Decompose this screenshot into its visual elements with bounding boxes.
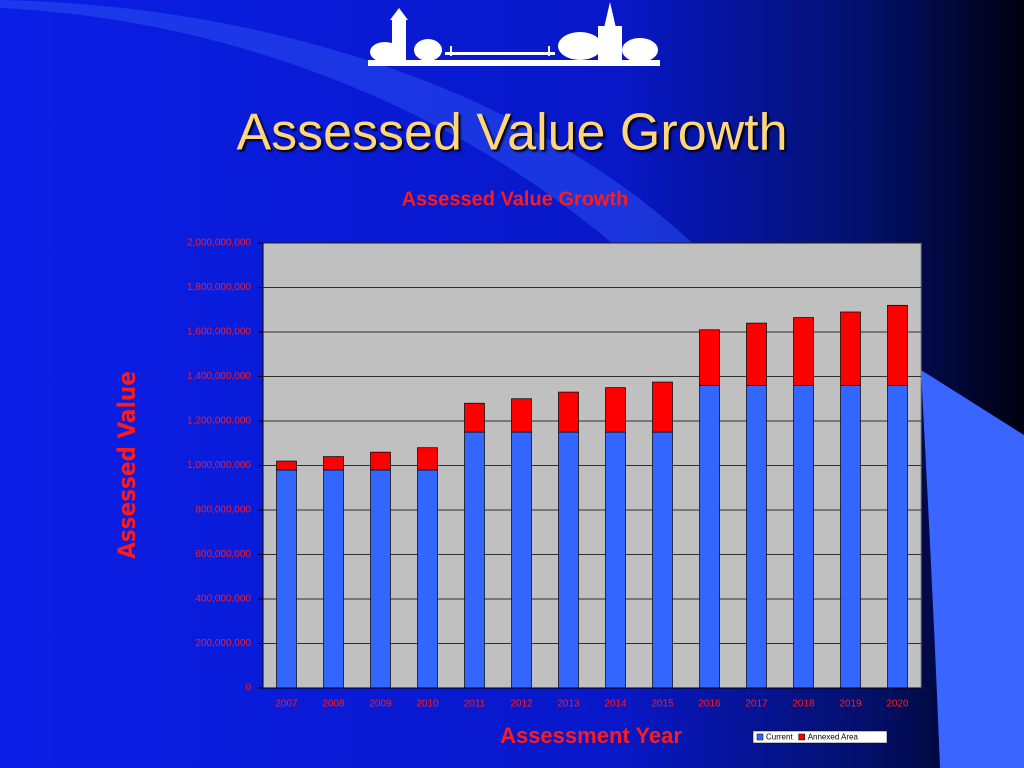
- y-tick-label: 1,600,000,000: [187, 327, 251, 338]
- y-axis-title: Assessed Value: [113, 371, 141, 559]
- bar-segment: [793, 317, 814, 386]
- bar-segment: [370, 451, 391, 471]
- x-tick-label: 2010: [416, 699, 439, 710]
- x-tick-label: 2016: [698, 699, 721, 710]
- bar-segment: [887, 304, 908, 386]
- y-tick-label: 0: [245, 683, 251, 694]
- bar-segment: [558, 431, 579, 689]
- bar-segment: [746, 322, 767, 386]
- bar-segment: [699, 385, 720, 689]
- x-tick-label: 2007: [275, 699, 298, 710]
- legend-swatch: [756, 733, 764, 741]
- bar-segment: [840, 385, 861, 689]
- bar-segment: [464, 402, 485, 433]
- bar-segment: [323, 456, 344, 471]
- y-tick-label: 2,000,000,000: [187, 238, 251, 249]
- legend: [752, 730, 888, 744]
- bar-segment: [840, 311, 861, 386]
- bar-segment: [558, 391, 579, 433]
- bar-segment: [652, 431, 673, 689]
- bar-segment: [511, 398, 532, 433]
- legend-swatch: [798, 733, 805, 741]
- y-tick-label: 1,000,000,000: [187, 460, 251, 471]
- x-tick-label: 2014: [604, 699, 627, 710]
- bar-segment: [652, 381, 673, 433]
- y-tick-label: 1,800,000,000: [187, 282, 251, 293]
- bar-segment: [276, 469, 297, 689]
- legend-box: [752, 730, 888, 744]
- bar-segment: [276, 460, 297, 471]
- x-tick-label: 2015: [651, 699, 674, 710]
- bar-segment: [887, 385, 908, 689]
- x-tick-label: 2020: [886, 699, 909, 710]
- bar-segment: [464, 431, 485, 689]
- slide-title: Assessed Value Growth: [236, 104, 787, 162]
- x-tick-label: 2019: [839, 699, 862, 710]
- x-tick-label: 2008: [322, 699, 345, 710]
- skyline: [368, 2, 660, 66]
- bar-segment: [417, 469, 438, 689]
- x-tick-label: 2011: [464, 699, 486, 710]
- x-tick-label: 2013: [557, 699, 580, 710]
- y-tick-label: 600,000,000: [195, 549, 251, 560]
- legend-label: Annexed Area: [808, 733, 859, 742]
- y-tick-label: 1,400,000,000: [187, 371, 251, 382]
- bar-segment: [605, 387, 626, 433]
- bar-segment: [370, 469, 391, 689]
- x-tick-label: 2017: [745, 699, 768, 710]
- bar-segment: [417, 447, 438, 471]
- x-tick-label: 2018: [792, 699, 815, 710]
- chart-title: Assessed Value Growth: [402, 188, 629, 210]
- bar-segment: [746, 385, 767, 689]
- y-tick-label: 200,000,000: [195, 638, 251, 649]
- y-tick-label: 1,200,000,000: [187, 416, 251, 427]
- bar-segment: [511, 431, 532, 689]
- decor-swoosh: [0, 0, 700, 250]
- x-tick-label: 2009: [369, 699, 392, 710]
- bar-segment: [699, 329, 720, 386]
- y-tick-label: 800,000,000: [195, 505, 251, 516]
- bar-segment: [323, 469, 344, 689]
- x-axis-title: Assessment Year: [500, 723, 682, 748]
- x-tick-label: 2012: [510, 699, 533, 710]
- bar-segment: [605, 431, 626, 689]
- legend-label: Current: [766, 733, 793, 742]
- y-tick-label: 400,000,000: [195, 594, 251, 605]
- bar-segment: [793, 385, 814, 689]
- decor-wedge: [921, 370, 1024, 768]
